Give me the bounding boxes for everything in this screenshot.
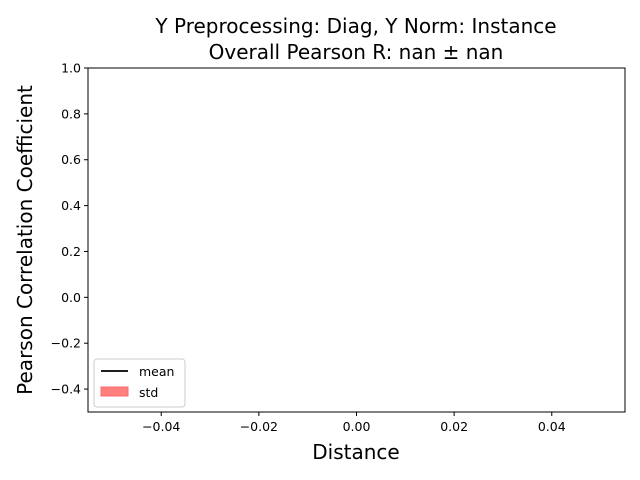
legend-std-label: std xyxy=(139,385,158,400)
x-tick-label: −0.02 xyxy=(240,419,278,434)
x-axis-label: Distance xyxy=(312,440,399,464)
y-axis-label: Pearson Correlation Coefficient xyxy=(13,85,37,395)
y-tick-label: −0.2 xyxy=(51,336,81,351)
y-axis-ticks: −0.4 −0.2 0.0 0.2 0.4 0.6 0.8 1.0 xyxy=(51,61,88,397)
legend-std-swatch xyxy=(100,386,129,397)
chart-title-line-1: Y Preprocessing: Diag, Y Norm: Instance xyxy=(154,14,556,38)
legend: mean std xyxy=(93,358,186,408)
y-tick-label: 0.4 xyxy=(61,198,81,213)
y-tick-label: 1.0 xyxy=(61,61,81,76)
x-tick-label: 0.02 xyxy=(440,419,468,434)
x-tick-label: 0.00 xyxy=(343,419,371,434)
y-tick-label: 0.0 xyxy=(61,290,81,305)
y-tick-label: 0.6 xyxy=(61,152,81,167)
x-tick-label: 0.04 xyxy=(538,419,566,434)
y-tick-label: 0.8 xyxy=(61,106,81,121)
x-tick-label: −0.04 xyxy=(142,419,180,434)
x-axis-ticks: −0.04 −0.02 0.00 0.02 0.04 xyxy=(142,412,566,434)
legend-mean-label: mean xyxy=(139,364,174,379)
y-tick-label: 0.2 xyxy=(61,244,81,259)
chart-title-line-2: Overall Pearson R: nan ± nan xyxy=(209,40,504,64)
y-tick-label: −0.4 xyxy=(51,382,81,397)
